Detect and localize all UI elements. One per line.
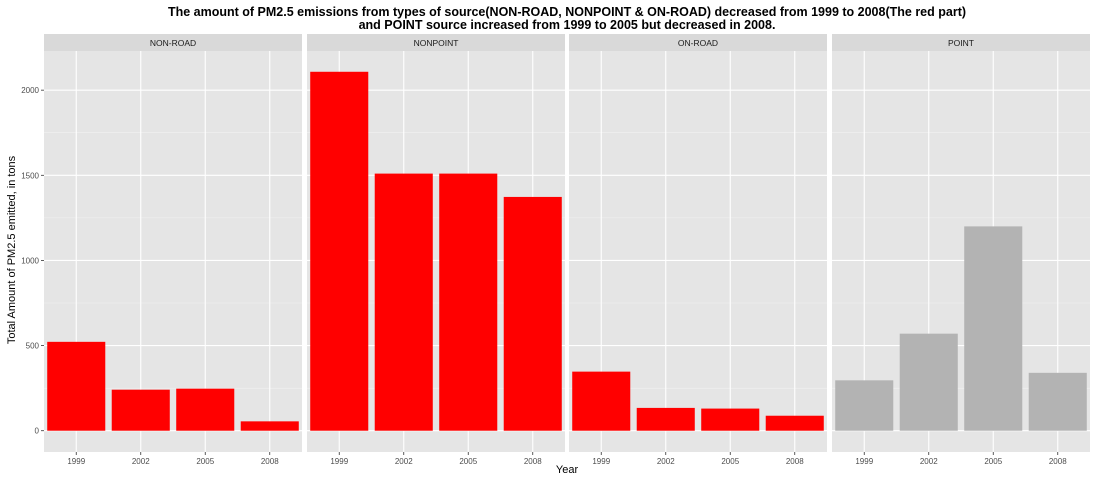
y-tick-label: 500 bbox=[26, 342, 40, 351]
facet-label-non-road: NON-ROAD bbox=[150, 38, 196, 48]
facet-strip-nonpoint bbox=[307, 34, 565, 51]
facet-strip-on-road bbox=[569, 34, 827, 51]
facet-panels: NON-ROAD 1999 2002 2005 2008 NONPOINT 1999 2002… bbox=[21, 34, 1090, 466]
x-tick-label: 1999 bbox=[855, 457, 873, 466]
bar-on-road-2002 bbox=[636, 407, 695, 431]
x-axis-label: Year bbox=[556, 464, 579, 476]
bar-on-road-2005 bbox=[701, 408, 760, 431]
facet-label-nonpoint: NONPOINT bbox=[414, 38, 459, 48]
y-tick-label: 2000 bbox=[21, 86, 39, 95]
bar-nonpoint-1999 bbox=[310, 71, 369, 431]
bar-nonpoint-2002 bbox=[374, 173, 433, 431]
bar-on-road-2008 bbox=[765, 415, 824, 431]
x-tick-label: 2008 bbox=[524, 457, 542, 466]
chart-title-line1: The amount of PM2.5 emissions from types… bbox=[168, 5, 966, 19]
bar-non-road-2008 bbox=[240, 421, 299, 431]
chart-title-line2: and POINT source increased from 1999 to … bbox=[359, 18, 776, 32]
bar-point-1999 bbox=[835, 380, 894, 431]
facet-label-point: POINT bbox=[948, 38, 974, 48]
x-tick-label: 2005 bbox=[196, 457, 214, 466]
x-tick-label: 2002 bbox=[395, 457, 413, 466]
facet-strip-non-road bbox=[44, 34, 302, 51]
facet-strip-point bbox=[832, 34, 1090, 51]
x-tick-label: 2008 bbox=[786, 457, 804, 466]
x-tick-label: 1999 bbox=[592, 457, 610, 466]
y-axis-label: Total Amount of PM2.5 emitted, in tons bbox=[6, 155, 18, 344]
y-tick-label: 1000 bbox=[21, 256, 39, 265]
bar-on-road-1999 bbox=[572, 371, 631, 431]
x-tick-label: 2005 bbox=[459, 457, 477, 466]
x-tick-label: 2005 bbox=[984, 457, 1002, 466]
x-tick-label: 1999 bbox=[330, 457, 348, 466]
bar-point-2008 bbox=[1028, 372, 1087, 431]
x-tick-label: 2002 bbox=[132, 457, 150, 466]
facet-label-on-road: ON-ROAD bbox=[678, 38, 718, 48]
x-tick-label: 2008 bbox=[261, 457, 279, 466]
bar-point-2005 bbox=[964, 226, 1023, 431]
x-tick-label: 2005 bbox=[721, 457, 739, 466]
bar-nonpoint-2008 bbox=[503, 196, 562, 431]
bar-non-road-2005 bbox=[176, 388, 235, 431]
x-tick-label: 1999 bbox=[67, 457, 85, 466]
bar-point-2002 bbox=[899, 333, 958, 431]
x-tick-label: 2002 bbox=[657, 457, 675, 466]
x-tick-label: 2008 bbox=[1049, 457, 1067, 466]
bar-non-road-1999 bbox=[47, 341, 106, 431]
y-tick-label: 1500 bbox=[21, 171, 39, 180]
bar-non-road-2002 bbox=[111, 389, 170, 431]
bar-nonpoint-2005 bbox=[439, 173, 498, 431]
x-tick-label: 2002 bbox=[920, 457, 938, 466]
y-tick-label: 0 bbox=[35, 427, 40, 436]
